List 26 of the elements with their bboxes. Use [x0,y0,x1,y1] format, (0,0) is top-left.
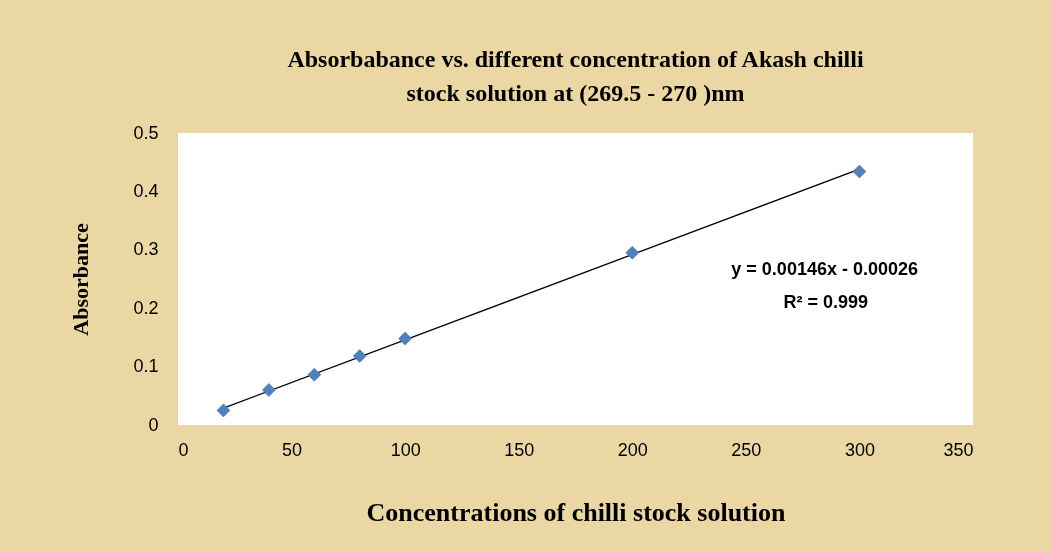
y-tick-label: 0 [148,414,159,435]
point [352,349,367,363]
annotation: R² = 0.999 [783,292,868,312]
x-tick-label: 250 [731,439,762,460]
x-tick-label: 350 [943,439,974,460]
x-axis-title: Concentrations of chilli stock solution [366,497,786,527]
point [625,245,640,260]
y-axis-title: Absorbance [68,223,94,336]
y-tick-label: 0.3 [133,239,159,260]
x-tick-label: 300 [844,439,875,460]
y-tick-label: 0.2 [133,297,159,318]
annotation: y = 0.00146x - 0.00026 [731,259,918,279]
x-tick-label: 150 [504,439,535,460]
x-tick-label: 100 [390,439,421,460]
y-tick-label: 0.5 [133,122,159,143]
y-tick-label: 0.1 [133,356,159,377]
x-tick-label: 50 [282,439,303,460]
point [307,368,322,382]
point [852,164,867,179]
point [216,403,231,418]
y-tick-label: 0.4 [133,180,159,201]
x-tick-label: 0 [178,439,189,460]
point [262,383,276,397]
point [398,331,412,346]
x-tick-label: 200 [617,439,648,460]
chart-title: Absorbabance vs. different concentration of Akash chilli stock solution at (269.5 - 270 )nm [287,46,864,106]
